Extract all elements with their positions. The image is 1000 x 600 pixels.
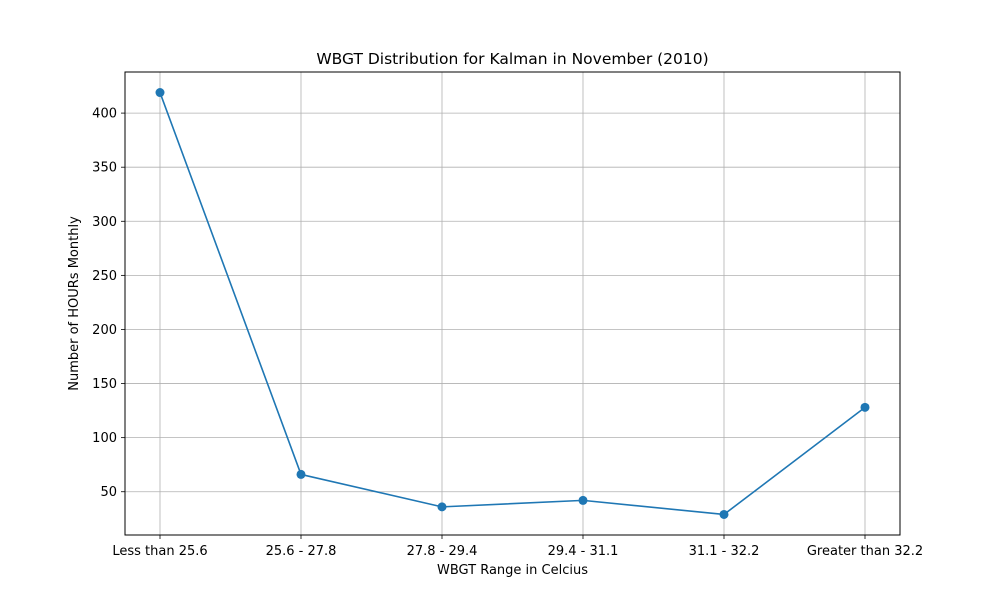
plot-area-frame	[124, 71, 901, 536]
data-point-marker	[719, 509, 729, 519]
x-tick-label: 31.1 - 32.2	[689, 544, 760, 559]
y-tick-label: 50	[100, 485, 117, 500]
x-axis-label: WBGT Range in Celcius	[437, 563, 588, 578]
y-tick-label: 100	[92, 431, 117, 446]
x-tick-label: Greater than 32.2	[807, 544, 923, 559]
y-tick-label: 400	[92, 107, 117, 122]
series-line	[159, 92, 866, 516]
grid-layer	[125, 72, 900, 535]
data-point-marker	[155, 88, 165, 98]
x-tick-label: 27.8 - 29.4	[407, 544, 478, 559]
ticks-layer: Less than 25.6 25.6 - 27.8 27.8 - 29.4 29.4…	[92, 107, 923, 559]
data-point-marker	[860, 402, 870, 412]
y-tick-label: 300	[92, 215, 117, 230]
y-tick-label: 350	[92, 161, 117, 176]
y-tick-label: 250	[92, 269, 117, 284]
series-layer	[155, 88, 870, 519]
data-point-marker	[437, 502, 447, 512]
chart-title: WBGT Distribution for Kalman in November…	[316, 50, 708, 68]
y-tick-label: 150	[92, 377, 117, 392]
data-point-marker	[296, 469, 306, 479]
x-tick-label: 29.4 - 31.1	[548, 544, 619, 559]
y-tick-label: 200	[92, 323, 117, 338]
x-tick-label: Less than 25.6	[112, 544, 207, 559]
x-tick-label: 25.6 - 27.8	[266, 544, 337, 559]
y-axis-label: Number of HOURs Monthly	[67, 216, 82, 391]
data-point-marker	[578, 495, 588, 505]
